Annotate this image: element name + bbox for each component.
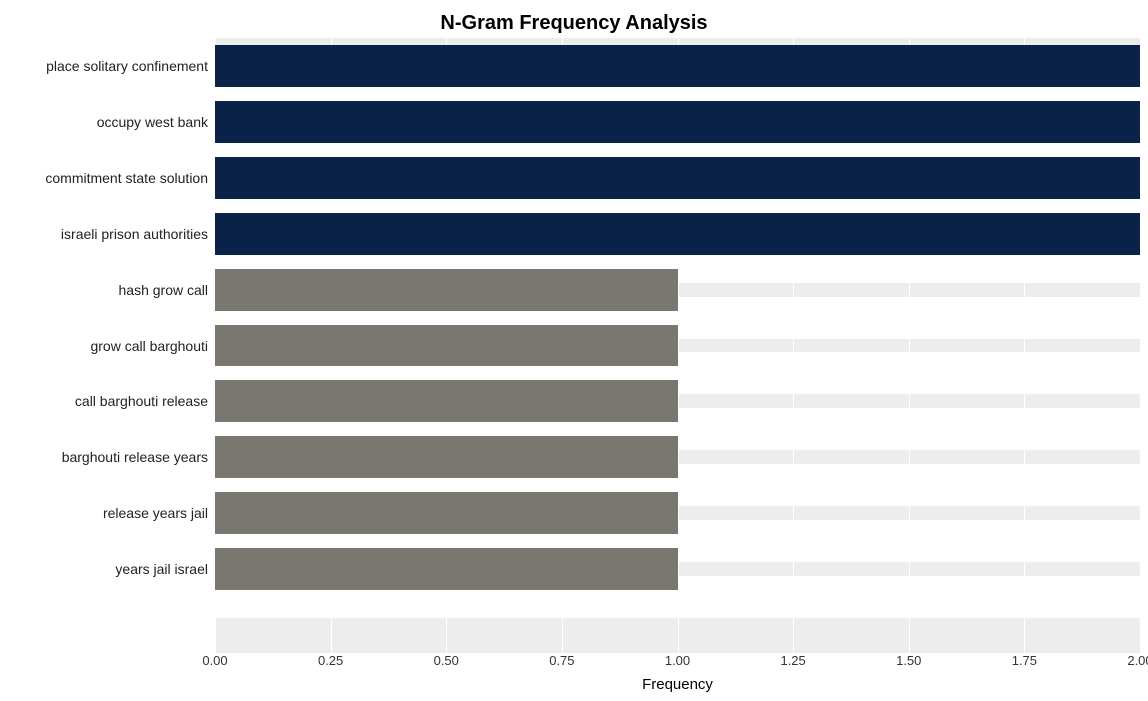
bar (215, 492, 678, 534)
bar (215, 325, 678, 367)
chart-title: N-Gram Frequency Analysis (8, 12, 1140, 35)
y-axis-label: barghouti release years (62, 449, 208, 465)
chart-plot: place solitary confinement occupy west ba… (8, 38, 1140, 693)
x-axis-tick: 1.50 (896, 653, 921, 668)
y-axis-label: release years jail (103, 505, 208, 521)
x-axis-tick: 1.00 (665, 653, 690, 668)
y-axis-label: commitment state solution (45, 170, 208, 186)
y-axis-labels: place solitary confinement occupy west ba… (8, 38, 213, 653)
bar (215, 45, 1140, 87)
bar (215, 157, 1140, 199)
y-axis-label: hash grow call (119, 282, 209, 298)
y-axis-label: grow call barghouti (90, 338, 208, 354)
x-axis-tick: 0.00 (202, 653, 227, 668)
ngram-chart: N-Gram Frequency Analysis place solitary… (8, 8, 1140, 693)
bar (215, 436, 678, 478)
bar (215, 380, 678, 422)
y-axis-label: occupy west bank (97, 114, 208, 130)
bar (215, 548, 678, 590)
x-axis-tick: 1.25 (780, 653, 805, 668)
x-axis-tick: 0.50 (434, 653, 459, 668)
x-axis-tick: 0.75 (549, 653, 574, 668)
y-axis-label: call barghouti release (75, 393, 208, 409)
plot-area (215, 38, 1140, 653)
x-axis-tick: 2.00 (1127, 653, 1148, 668)
x-axis-tick: 1.75 (1012, 653, 1037, 668)
bar (215, 213, 1140, 255)
y-axis-label: place solitary confinement (46, 58, 208, 74)
grid-line (1140, 38, 1141, 653)
bar (215, 269, 678, 311)
x-axis-ticks: 0.000.250.500.751.001.251.501.752.00 (215, 653, 1140, 673)
bar (215, 101, 1140, 143)
y-axis-label: years jail israel (115, 561, 208, 577)
x-axis-tick: 0.25 (318, 653, 343, 668)
x-axis-label: Frequency (215, 676, 1140, 693)
y-axis-label: israeli prison authorities (61, 226, 208, 242)
